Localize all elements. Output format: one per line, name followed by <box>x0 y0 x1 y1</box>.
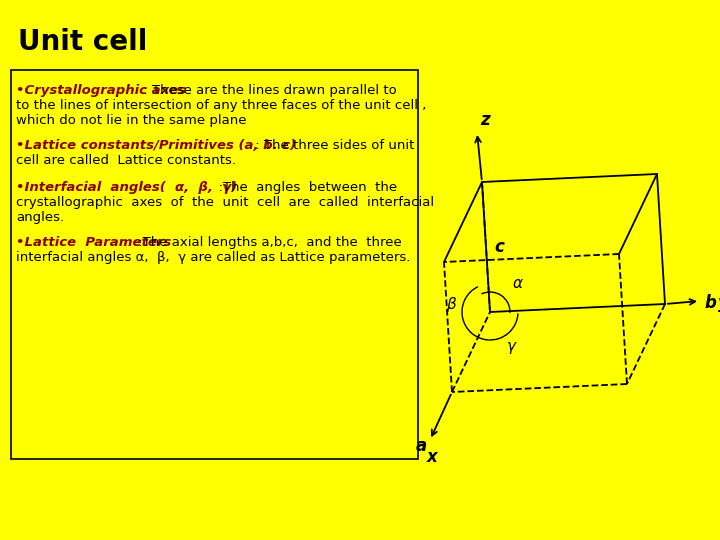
Text: β: β <box>446 298 456 312</box>
Text: z: z <box>480 111 490 129</box>
Text: c: c <box>494 238 504 256</box>
Text: crystallographic  axes  of  the  unit  cell  are  called  interfacial: crystallographic axes of the unit cell a… <box>16 196 434 209</box>
Text: γ: γ <box>507 339 516 354</box>
Text: •Interfacial  angles(  α,  β,  γ): •Interfacial angles( α, β, γ) <box>16 181 237 194</box>
Bar <box>11 70 418 459</box>
Text: to the lines of intersection of any three faces of the unit cell ,: to the lines of intersection of any thre… <box>16 99 426 112</box>
Text: x: x <box>427 448 437 466</box>
Text: :The axial lengths a,b,c,  and the  three: :The axial lengths a,b,c, and the three <box>134 236 401 249</box>
Text: a: a <box>415 437 427 455</box>
Text: angles.: angles. <box>16 211 64 224</box>
Text: y: y <box>718 294 720 312</box>
Text: •Lattice  Parameters: •Lattice Parameters <box>16 236 171 249</box>
Text: : These are the lines drawn parallel to: : These are the lines drawn parallel to <box>140 84 397 97</box>
Text: cell are called  Lattice constants.: cell are called Lattice constants. <box>16 154 236 167</box>
Text: α: α <box>513 276 523 291</box>
Text: b: b <box>704 294 716 312</box>
Text: interfacial angles α,  β,  γ are called as Lattice parameters.: interfacial angles α, β, γ are called as… <box>16 251 410 264</box>
Text: which do not lie in the same plane: which do not lie in the same plane <box>16 113 246 127</box>
Text: •Lattice constants/Primitives (a, b. c): •Lattice constants/Primitives (a, b. c) <box>16 139 296 152</box>
Text: Unit cell: Unit cell <box>18 28 148 56</box>
Text: •Crystallographic axes: •Crystallographic axes <box>16 84 186 97</box>
Text: :The  angles  between  the: :The angles between the <box>210 181 397 194</box>
Text: : The three sides of unit: : The three sides of unit <box>251 139 415 152</box>
